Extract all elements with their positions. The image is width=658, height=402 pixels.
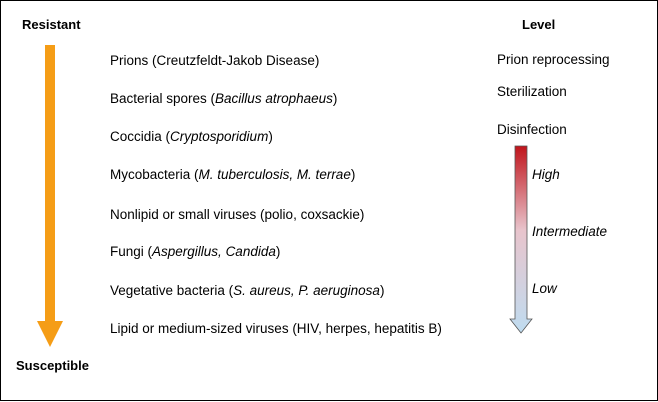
level-disinfection: Disinfection — [497, 122, 567, 137]
organism-text: ) — [332, 91, 338, 106]
organism-item: Coccidia (Cryptosporidium) — [110, 129, 273, 144]
organism-item: Bacterial spores (Bacillus atrophaeus) — [110, 91, 337, 106]
organism-text: Vegetative bacteria ( — [110, 283, 234, 298]
organism-example-italic: Aspergillus, Candida — [152, 244, 276, 259]
organism-item: Fungi (Aspergillus, Candida) — [110, 244, 280, 259]
organism-text: Fungi ( — [110, 244, 153, 259]
organism-text: ) — [275, 244, 281, 259]
organism-text: ) — [379, 283, 385, 298]
organism-text: Mycobacteria ( — [110, 167, 199, 182]
level-high: High — [532, 167, 560, 182]
resistance-arrow-shaft — [45, 45, 55, 321]
level-sterilization: Sterilization — [497, 84, 567, 99]
level-intermediate: Intermediate — [532, 224, 608, 239]
organism-item: Mycobacteria (M. tuberculosis, M. terrae… — [110, 167, 355, 182]
organism-item: Vegetative bacteria (S. aureus, P. aerug… — [110, 283, 384, 298]
organism-text: ) — [350, 167, 356, 182]
organism-example-italic: M. tuberculosis, M. terrae — [198, 167, 351, 182]
resistant-label: Resistant — [22, 17, 81, 32]
organism-text: Prions (Creutzfeldt-Jakob Disease) — [110, 53, 320, 68]
organism-item: Nonlipid or small viruses (polio, coxsac… — [110, 207, 364, 222]
organism-text: Bacterial spores ( — [110, 91, 216, 106]
resistance-arrow-head — [37, 321, 63, 347]
level-header: Level — [522, 17, 556, 32]
organism-text: Coccidia ( — [110, 129, 171, 144]
organism-example-italic: S. aureus, P. aeruginosa — [233, 283, 380, 298]
organism-example-italic: Bacillus atrophaeus — [215, 91, 333, 106]
organism-text: ) — [268, 129, 273, 144]
level-low: Low — [532, 281, 557, 296]
susceptible-label: Susceptible — [16, 358, 89, 373]
organism-text: Nonlipid or small viruses (polio, coxsac… — [110, 207, 365, 222]
level-prion-reprocessing: Prion reprocessing — [497, 52, 610, 67]
organism-item: Lipid or medium-sized viruses (HIV, herp… — [110, 321, 442, 336]
organism-text: Lipid or medium-sized viruses (HIV, herp… — [110, 321, 442, 336]
organism-example-italic: Cryptosporidium — [170, 129, 269, 144]
organism-item: Prions (Creutzfeldt-Jakob Disease) — [110, 53, 319, 68]
level-gradient-arrow — [509, 145, 533, 334]
